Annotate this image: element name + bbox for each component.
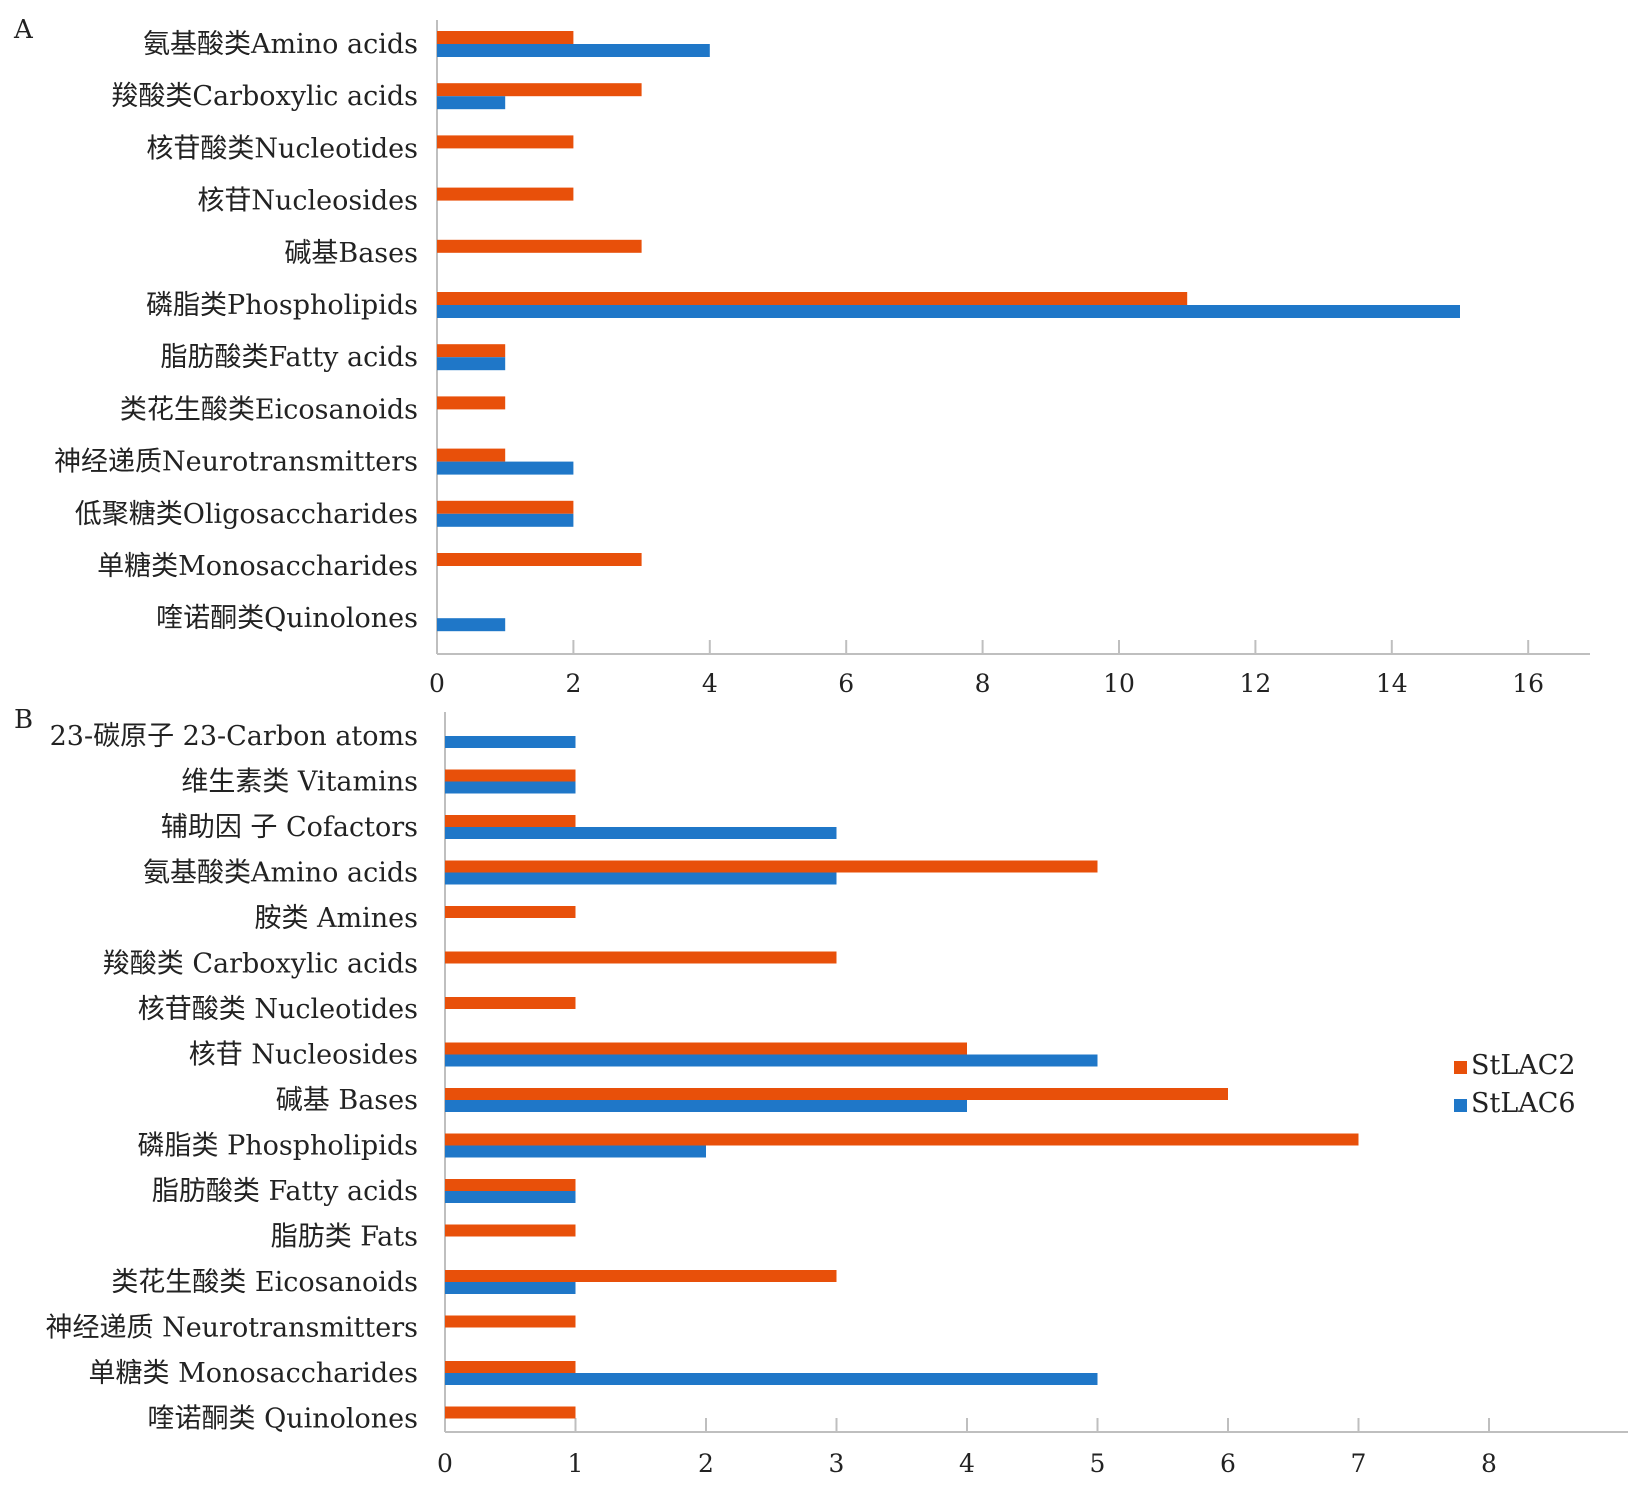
panel-a-bar-stlac6 (437, 357, 506, 371)
panel-b-x-tick-label: 2 (698, 1449, 714, 1478)
panel-a-bar-stlac6 (437, 305, 1460, 318)
panel-b-category-label: 辅助因 子 Cofactors (161, 812, 418, 843)
panel-a-category-label: 类花生酸类Eicosanoids (120, 394, 418, 425)
panel-b-x-tick-label: 8 (1481, 1449, 1497, 1478)
panel-b-bar-stlac2 (445, 1270, 837, 1282)
panel-b-bar-stlac6 (445, 1054, 1098, 1067)
panel-b-category-label: 维生素类 Vitamins (181, 767, 418, 798)
panel-b-bar-stlac2 (445, 997, 576, 1009)
panel-b-bar-stlac2 (445, 951, 837, 964)
panel-b-x-tick-label: 3 (829, 1449, 845, 1478)
panel-a-x-tick-label: 2 (565, 669, 581, 698)
panel-a-category-label: 磷脂类Phospholipids (146, 290, 418, 321)
panel-b-category-label: 羧酸类 Carboxylic acids (103, 949, 418, 980)
panel-b-bar-stlac2 (445, 1088, 1228, 1100)
panel-a-bar-stlac6 (437, 96, 506, 110)
panel-b-legend-swatch (1454, 1099, 1467, 1112)
panel-b-category-label: 喹诺酮类 Quinolones (147, 1404, 418, 1435)
panel-a-label: A (13, 15, 34, 45)
panel-b-legend-label: StLAC2 (1471, 1050, 1576, 1081)
panel-b-category-label: 磷脂类 Phospholipids (137, 1131, 418, 1162)
panel-b-category-label: 核苷 Nucleosides (189, 1040, 418, 1071)
panel-b-category-label: 脂肪酸类 Fatty acids (152, 1176, 418, 1207)
panel-b-bar-stlac6 (445, 736, 576, 748)
panel-b-x-tick-label: 7 (1351, 1449, 1367, 1478)
panel-a-bar-stlac2 (437, 344, 506, 358)
panel-b-x-tick-label: 6 (1220, 1449, 1236, 1478)
panel-a-bar-stlac2 (437, 135, 574, 149)
panel-b-bar-stlac2 (445, 860, 1098, 873)
panel-a-bar-stlac2 (437, 292, 1188, 305)
panel-b-bar-stlac2 (445, 769, 576, 782)
panel-b-x-tick-label: 4 (959, 1449, 975, 1478)
panel-a-x-tick-label: 16 (1512, 669, 1544, 698)
panel-a-category-label: 单糖类Monosaccharides (97, 551, 418, 582)
panel-a-bar-stlac2 (437, 553, 642, 566)
panel-a-category-label: 氨基酸类Amino acids (143, 29, 418, 60)
panel-a-category-label: 核苷酸类Nucleotides (146, 133, 418, 164)
panel-a-category-label: 脂肪酸类Fatty acids (160, 342, 418, 373)
panel-b-bar-stlac6 (445, 1282, 576, 1294)
panel-b-legend-swatch (1454, 1061, 1467, 1074)
panel-b-category-label: 胺类 Amines (254, 903, 418, 934)
panel-b-bar-stlac6 (445, 1373, 1098, 1385)
panel-a-bar-stlac2 (437, 83, 642, 97)
panel-b-bar-stlac2 (445, 1133, 1359, 1146)
panel-a-category-label: 核苷Nucleosides (197, 186, 418, 217)
panel-b-bar-stlac2 (445, 1042, 967, 1055)
panel-b-x-tick-label: 5 (1090, 1449, 1106, 1478)
panel-b-bar-stlac2 (445, 906, 576, 918)
panel-a-bar-stlac6 (437, 44, 710, 57)
panel-b-bar-stlac2 (445, 1406, 576, 1419)
panel-b-bar-stlac6 (445, 872, 837, 885)
panel-b-bar-stlac2 (445, 1179, 576, 1191)
panel-a-bar-stlac6 (437, 461, 574, 475)
panel-b-bar-stlac6 (445, 827, 837, 839)
panel-a-x-tick-label: 10 (1103, 669, 1135, 698)
panel-a-bar-stlac2 (437, 187, 574, 201)
panel-a-bar-stlac2 (437, 31, 574, 44)
panel-b-bar-stlac6 (445, 1145, 706, 1158)
panel-a-x-tick-label: 12 (1239, 669, 1271, 698)
panel-b-category-label: 核苷酸类 Nucleotides (138, 994, 418, 1025)
panel-b-bar-stlac2 (445, 815, 576, 827)
panel-a-bar-stlac2 (437, 500, 574, 514)
panel-b-category-label: 神经递质 Neurotransmitters (45, 1313, 418, 1344)
panel-b-category-label: 碱基 Bases (276, 1085, 418, 1116)
panel-b-bar-stlac2 (445, 1361, 576, 1373)
panel-a-category-label: 羧酸类Carboxylic acids (111, 81, 418, 112)
panel-a-category-label: 喹诺酮类Quinolones (156, 603, 418, 634)
panel-a-x-tick-label: 6 (838, 669, 854, 698)
panel-b-bar-stlac6 (445, 1191, 576, 1203)
panel-b-bar-stlac6 (445, 1100, 967, 1112)
panel-a-bar-stlac2 (437, 239, 642, 253)
panel-a-category-label: 低聚糖类Oligosaccharides (75, 499, 418, 530)
panel-a-bar-stlac6 (437, 618, 506, 632)
panel-b-label: B (14, 705, 33, 735)
panel-a-category-label: 碱基Bases (284, 238, 418, 269)
panel-b-x-tick-label: 1 (568, 1449, 584, 1478)
panel-b-legend-label: StLAC6 (1471, 1088, 1576, 1119)
panel-b-bar-stlac2 (445, 1315, 576, 1328)
panel-a-bar-stlac2 (437, 448, 506, 462)
panel-a-x-tick-label: 4 (702, 669, 718, 698)
panel-b-category-label: 类花生酸类 Eicosanoids (111, 1267, 418, 1298)
panel-a-bar-stlac6 (437, 513, 574, 527)
panel-b-category-label: 氨基酸类Amino acids (143, 858, 418, 889)
panel-b-category-label: 单糖类 Monosaccharides (89, 1358, 418, 1389)
panel-a-category-label: 神经递质Neurotransmitters (54, 447, 418, 478)
panel-a-x-tick-label: 0 (429, 669, 445, 698)
panel-b-x-tick-label: 0 (437, 1449, 453, 1478)
panel-a-x-tick-label: 14 (1376, 669, 1408, 698)
panel-b-bar-stlac6 (445, 781, 576, 794)
panel-b-bar-stlac2 (445, 1224, 576, 1237)
panel-b-category-label: 脂肪类 Fats (271, 1222, 418, 1253)
panel-a-x-tick-label: 8 (975, 669, 991, 698)
panel-b-category-label: 23-碳原子 23-Carbon atoms (50, 721, 418, 752)
panel-a-bar-stlac2 (437, 396, 506, 410)
